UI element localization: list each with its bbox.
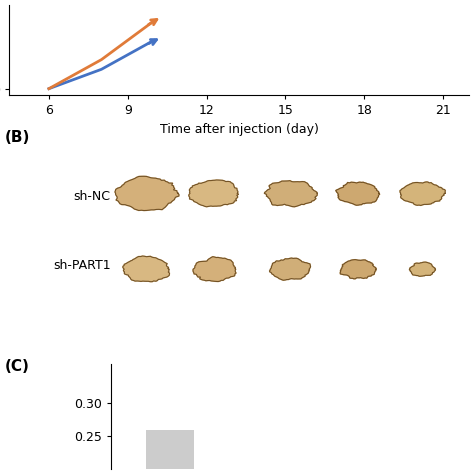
Text: sh-PART1: sh-PART1 xyxy=(53,259,110,272)
Polygon shape xyxy=(336,182,380,205)
Polygon shape xyxy=(264,181,317,207)
Polygon shape xyxy=(400,182,446,205)
Polygon shape xyxy=(123,256,170,282)
Text: (B): (B) xyxy=(4,130,30,145)
Polygon shape xyxy=(340,260,376,279)
Polygon shape xyxy=(410,262,436,276)
Polygon shape xyxy=(115,176,179,210)
Polygon shape xyxy=(193,257,236,282)
Text: 1 cm: 1 cm xyxy=(392,290,418,300)
Polygon shape xyxy=(270,258,310,280)
Text: (C): (C) xyxy=(4,358,29,374)
Text: sh-NC: sh-NC xyxy=(73,191,110,203)
Polygon shape xyxy=(189,180,238,207)
X-axis label: Time after injection (day): Time after injection (day) xyxy=(160,123,319,136)
Bar xyxy=(146,430,194,469)
